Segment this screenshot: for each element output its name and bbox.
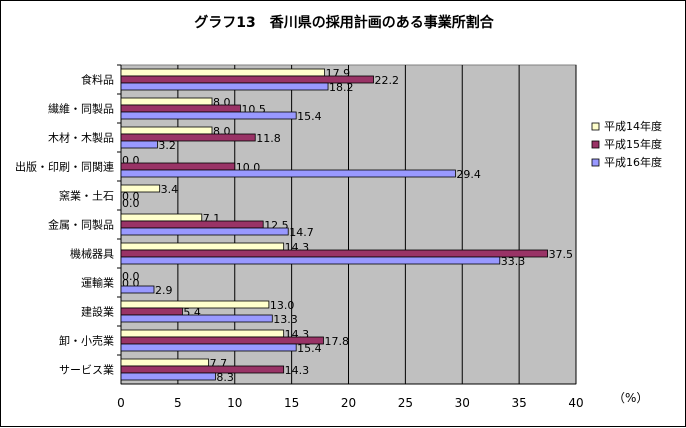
bar bbox=[120, 169, 456, 178]
data-label: 13.0 bbox=[270, 299, 295, 312]
category-label: 繊維・同製品 bbox=[48, 102, 114, 116]
x-tick-label: 30 bbox=[455, 396, 470, 410]
data-label: 0.0 bbox=[122, 197, 140, 210]
data-label: 8.3 bbox=[216, 371, 234, 384]
data-label: 14.7 bbox=[289, 226, 314, 239]
bar bbox=[120, 285, 155, 294]
category-label: 木材・木製品 bbox=[48, 131, 114, 145]
data-label: 17.8 bbox=[324, 335, 349, 348]
x-tick-label: 15 bbox=[284, 396, 299, 410]
bar bbox=[120, 68, 326, 77]
x-tick-label: 0 bbox=[117, 396, 125, 410]
category-label: 機械器具 bbox=[70, 247, 114, 261]
category-label: サービス業 bbox=[59, 364, 114, 377]
data-label: 3.2 bbox=[158, 139, 176, 152]
data-label: 14.3 bbox=[285, 364, 310, 377]
bar bbox=[120, 97, 213, 106]
data-label: 0.0 bbox=[122, 190, 140, 203]
data-label: 11.8 bbox=[256, 132, 281, 145]
category-label: 卸・小売業 bbox=[59, 334, 114, 348]
x-tick-label: 40 bbox=[568, 396, 583, 410]
legend-swatch bbox=[591, 122, 600, 131]
bar bbox=[120, 242, 285, 251]
bar bbox=[120, 162, 236, 171]
bar bbox=[120, 365, 285, 374]
bar bbox=[120, 227, 289, 236]
data-label: 15.4 bbox=[297, 342, 322, 355]
data-label: 22.2 bbox=[375, 74, 400, 87]
data-label: 0.0 bbox=[122, 270, 140, 283]
data-label: 3.4 bbox=[161, 183, 179, 196]
x-tick-label: 20 bbox=[341, 396, 356, 410]
bar bbox=[120, 372, 216, 381]
bar bbox=[120, 213, 203, 222]
data-label: 33.3 bbox=[501, 255, 525, 268]
data-label: 29.4 bbox=[456, 168, 481, 181]
bar bbox=[120, 343, 297, 352]
unit-label: （%） bbox=[613, 391, 648, 405]
category-label: 窯業・土石 bbox=[59, 189, 114, 203]
x-tick-label: 5 bbox=[174, 396, 182, 410]
legend-label: 平成15年度 bbox=[604, 137, 662, 151]
data-label: 13.3 bbox=[273, 313, 298, 326]
bar bbox=[120, 336, 324, 345]
bar bbox=[120, 307, 183, 316]
data-label: 15.4 bbox=[297, 110, 322, 123]
category-label: 運輸業 bbox=[81, 276, 114, 290]
category-labels: 食料品繊維・同製品木材・木製品出版・印刷・同関連窯業・土石金属・同製品機械器具運… bbox=[15, 64, 121, 377]
category-label: 出版・印刷・同関連 bbox=[15, 160, 114, 174]
category-label: 金属・同製品 bbox=[48, 218, 114, 232]
bar bbox=[120, 140, 158, 149]
bar bbox=[120, 104, 241, 113]
category-label: 建設業 bbox=[81, 305, 114, 319]
bar bbox=[120, 329, 285, 338]
bar bbox=[120, 111, 297, 120]
bar bbox=[120, 220, 264, 229]
bar bbox=[120, 133, 256, 142]
x-tick-label: 35 bbox=[511, 396, 526, 410]
chart-title: グラフ13 香川県の採用計画のある事業所割合 bbox=[194, 14, 494, 31]
bar bbox=[120, 126, 213, 135]
bar bbox=[120, 256, 501, 265]
bar bbox=[120, 184, 161, 193]
x-tick-label: 10 bbox=[227, 396, 242, 410]
bar bbox=[120, 82, 329, 91]
legend-swatch bbox=[591, 158, 600, 167]
category-label: 食料品 bbox=[81, 73, 114, 87]
data-label: 2.9 bbox=[155, 284, 173, 297]
bar bbox=[120, 314, 273, 323]
x-tick-labels: 0 5 10 15 20 25 30 35 40 bbox=[117, 396, 583, 410]
x-tick-label: 25 bbox=[398, 396, 413, 410]
bars: 17.922.218.28.010.515.48.011.83.20.010.0… bbox=[120, 67, 574, 384]
bar bbox=[120, 358, 209, 367]
data-label: 18.2 bbox=[329, 81, 354, 94]
bar bbox=[120, 300, 270, 309]
data-label: 37.5 bbox=[549, 248, 574, 261]
legend-label: 平成16年度 bbox=[604, 155, 662, 169]
legend-label: 平成14年度 bbox=[604, 119, 662, 133]
legend-swatch bbox=[591, 140, 600, 149]
bar bbox=[120, 249, 548, 258]
